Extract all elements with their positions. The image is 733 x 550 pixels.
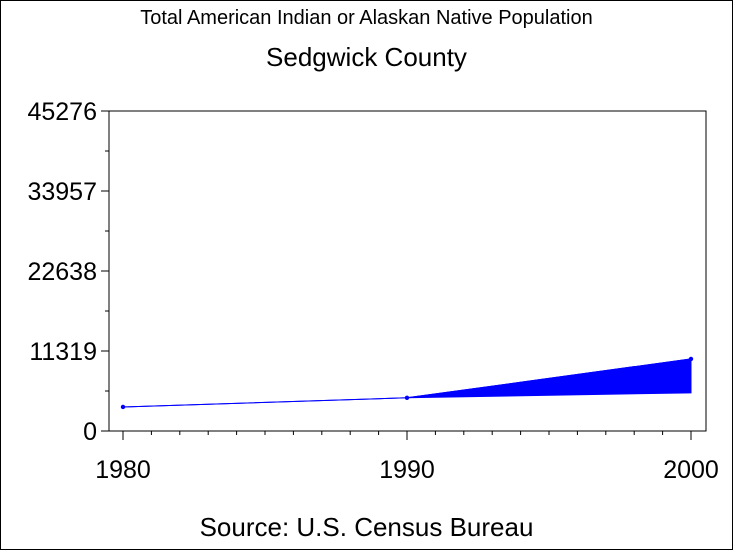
data-marks xyxy=(120,356,694,410)
y-tick-label: 11319 xyxy=(29,338,97,366)
chart-title: Total American Indian or Alaskan Native … xyxy=(140,7,593,29)
x-axis: 1980 1990 2000 xyxy=(95,431,719,484)
data-point xyxy=(404,395,410,400)
x-tick-label: 1990 xyxy=(379,456,435,484)
source-note: Source: U.S. Census Bureau xyxy=(199,512,534,542)
y-tick-label: 45276 xyxy=(27,98,97,126)
data-point xyxy=(688,356,694,362)
y-tick-label: 22638 xyxy=(27,258,97,286)
x-tick-label: 1980 xyxy=(95,456,151,484)
data-point xyxy=(120,404,126,410)
y-tick-label: 33957 xyxy=(27,178,97,206)
y-tick-label: 0 xyxy=(83,418,97,446)
y-axis: 0 11319 22638 33957 45276 xyxy=(27,98,109,446)
chart-subtitle: Sedgwick County xyxy=(266,42,467,72)
x-tick-label: 2000 xyxy=(663,456,719,484)
